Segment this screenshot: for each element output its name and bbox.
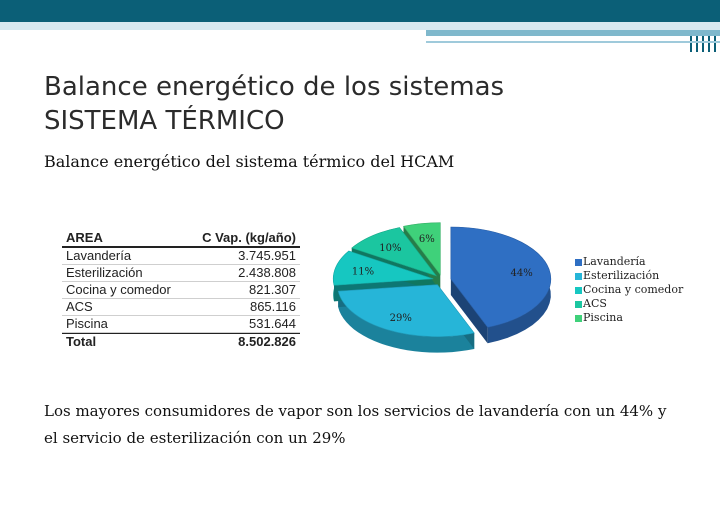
pie-slice-side [338, 291, 475, 353]
table-header-consumption: C Vap. (kg/año) [202, 230, 296, 245]
slide-title: Balance energético de los sistemas SISTE… [44, 70, 504, 138]
legend-item: Lavandería [575, 255, 683, 269]
table-cell-area: Piscina [66, 316, 108, 331]
legend-swatch [575, 258, 582, 266]
legend-item: ACS [575, 297, 683, 311]
pie-slice-acs [351, 227, 438, 277]
pie-chart: 44% 29% 11% 10% 6% [332, 222, 552, 353]
table-row: ACS 865.116 [62, 299, 300, 316]
legend-swatch [575, 286, 582, 294]
table-row: Piscina 531.644 [62, 316, 300, 333]
table-header-row: AREA C Vap. (kg/año) [62, 230, 300, 248]
table-cell-value: 2.438.808 [238, 265, 296, 280]
legend-swatch [575, 300, 582, 308]
table-cell-area: Cocina y comedor [66, 282, 171, 297]
slide-title-line1: Balance energético de los sistemas [44, 72, 505, 102]
legend-swatch [575, 314, 582, 322]
chart-legend: Lavandería Esterilización Cocina y comedor… [575, 255, 683, 325]
table-total-value: 8.502.826 [238, 334, 296, 349]
legend-label: Piscina [583, 311, 623, 324]
slide-title-line2: SISTEMA TÉRMICO [44, 106, 285, 136]
table-row: Cocina y comedor 821.307 [62, 282, 300, 299]
legend-swatch [575, 272, 582, 280]
pie-slice-cocina-y-comedor [332, 250, 434, 286]
table-cell-value: 3.745.951 [238, 248, 296, 263]
legend-item: Cocina y comedor [575, 283, 683, 297]
legend-label: Cocina y comedor [583, 283, 684, 296]
table-cell-value: 865.116 [249, 299, 296, 314]
table-cell-area: Esterilización [66, 265, 143, 280]
decorative-rule [426, 41, 720, 43]
top-banner [0, 0, 720, 22]
legend-label: Esterilización [583, 269, 660, 282]
decorative-rule [426, 30, 720, 36]
pie-data-label: 6% [419, 234, 435, 245]
conclusion-text: Los mayores consumidores de vapor son lo… [44, 402, 667, 447]
pie-slice-esterilizaci-n [337, 284, 475, 337]
table-cell-area: ACS [66, 299, 93, 314]
table-row: Esterilización 2.438.808 [62, 265, 300, 282]
legend-item: Esterilización [575, 269, 683, 283]
pie-slice-wall [450, 278, 488, 344]
pie-slice-piscina [402, 222, 441, 276]
table-row: Lavandería 3.745.951 [62, 248, 300, 265]
decorative-rule [0, 22, 720, 30]
pie-data-label: 29% [390, 313, 412, 324]
table-cell-value: 531.644 [249, 316, 296, 331]
pie-data-label: 10% [379, 243, 401, 254]
table-total-label: Total [66, 334, 97, 349]
pie-slice-lavander-a [450, 226, 552, 328]
legend-label: Lavandería [583, 255, 646, 268]
pie-data-label: 44% [510, 268, 532, 279]
legend-item: Piscina [575, 311, 683, 325]
steam-consumption-table: AREA C Vap. (kg/año) Lavandería 3.745.95… [62, 230, 300, 350]
slide-subtitle: Balance energético del sistema térmico d… [44, 152, 455, 171]
table-cell-value: 821.307 [249, 282, 296, 297]
table-cell-area: Lavandería [66, 248, 132, 263]
table-total-row: Total 8.502.826 [62, 333, 300, 350]
table-header-area: AREA [66, 230, 103, 245]
legend-label: ACS [583, 297, 607, 310]
pie-data-label: 11% [352, 267, 374, 278]
